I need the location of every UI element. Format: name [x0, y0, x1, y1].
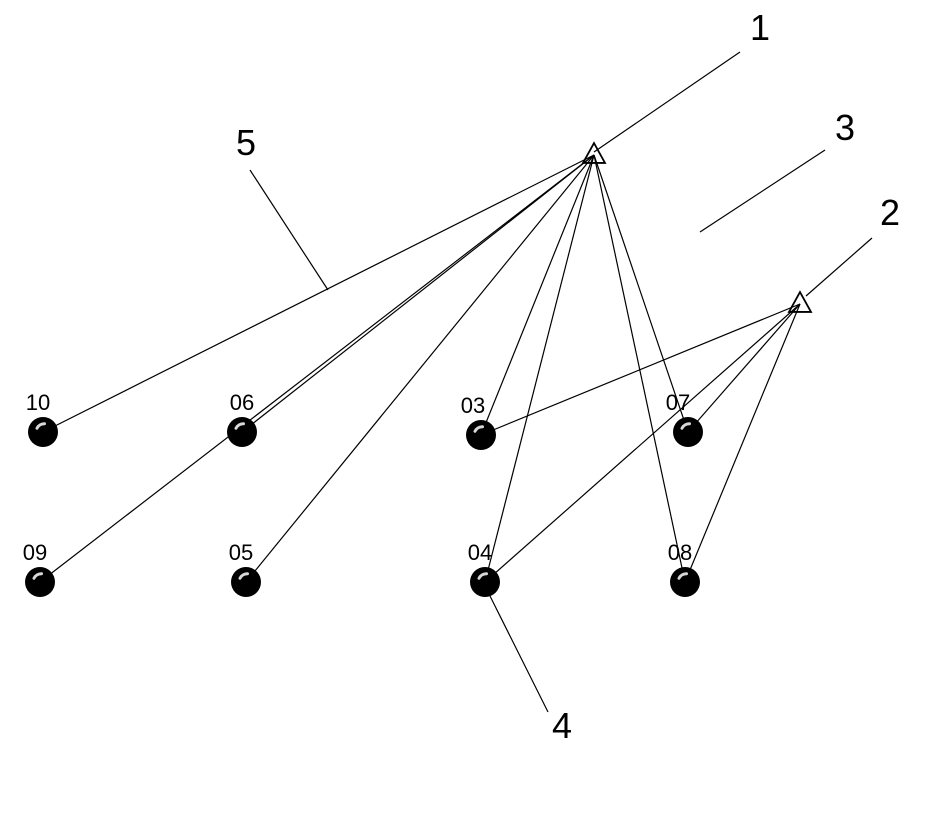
- edge-s1-06: [242, 155, 594, 432]
- annotation-leader-a4: [490, 596, 548, 712]
- target-circle-08: [670, 567, 700, 597]
- annotation-leader-a5: [250, 170, 328, 290]
- edge-s1-05: [246, 155, 594, 582]
- target-circle-06: [227, 417, 257, 447]
- target-circle-05: [231, 567, 261, 597]
- annotation-leader-a2: [806, 238, 872, 296]
- target-circle-03: [466, 420, 496, 450]
- target-label-03: 03: [461, 393, 485, 418]
- target-label-08: 08: [668, 540, 692, 565]
- edge-s1-09: [40, 155, 594, 582]
- annotation-label-a2: 2: [880, 192, 900, 233]
- target-circle-07: [673, 417, 703, 447]
- annotation-label-a3: 3: [835, 107, 855, 148]
- edge-s1-03: [481, 155, 594, 435]
- edge-s2-04: [485, 304, 800, 582]
- annotation-label-a1: 1: [750, 7, 770, 48]
- target-node-03: 03: [461, 393, 496, 450]
- target-circle-10: [28, 417, 58, 447]
- target-circle-04: [470, 567, 500, 597]
- edge-s2-07: [688, 304, 800, 432]
- target-label-07: 07: [666, 390, 690, 415]
- annotation-leader-a1: [594, 52, 740, 152]
- edge-s1-08: [594, 155, 685, 582]
- annotation-label-a4: 4: [552, 705, 572, 746]
- target-node-05: 05: [229, 540, 261, 597]
- target-node-09: 09: [23, 540, 55, 597]
- target-circle-09: [25, 567, 55, 597]
- target-label-05: 05: [229, 540, 253, 565]
- target-node-10: 10: [26, 390, 58, 447]
- target-label-09: 09: [23, 540, 47, 565]
- target-node-08: 08: [668, 540, 700, 597]
- target-node-07: 07: [666, 390, 703, 447]
- edge-s1-04: [485, 155, 594, 582]
- edge-s1-10: [43, 155, 594, 432]
- target-label-04: 04: [468, 540, 492, 565]
- target-label-10: 10: [26, 390, 50, 415]
- target-label-06: 06: [230, 390, 254, 415]
- edge-s2-03: [481, 304, 800, 435]
- target-node-04: 04: [468, 540, 500, 597]
- edge-s2-08: [685, 304, 800, 582]
- annotation-label-a5: 5: [236, 122, 256, 163]
- annotation-leader-a3: [700, 150, 825, 232]
